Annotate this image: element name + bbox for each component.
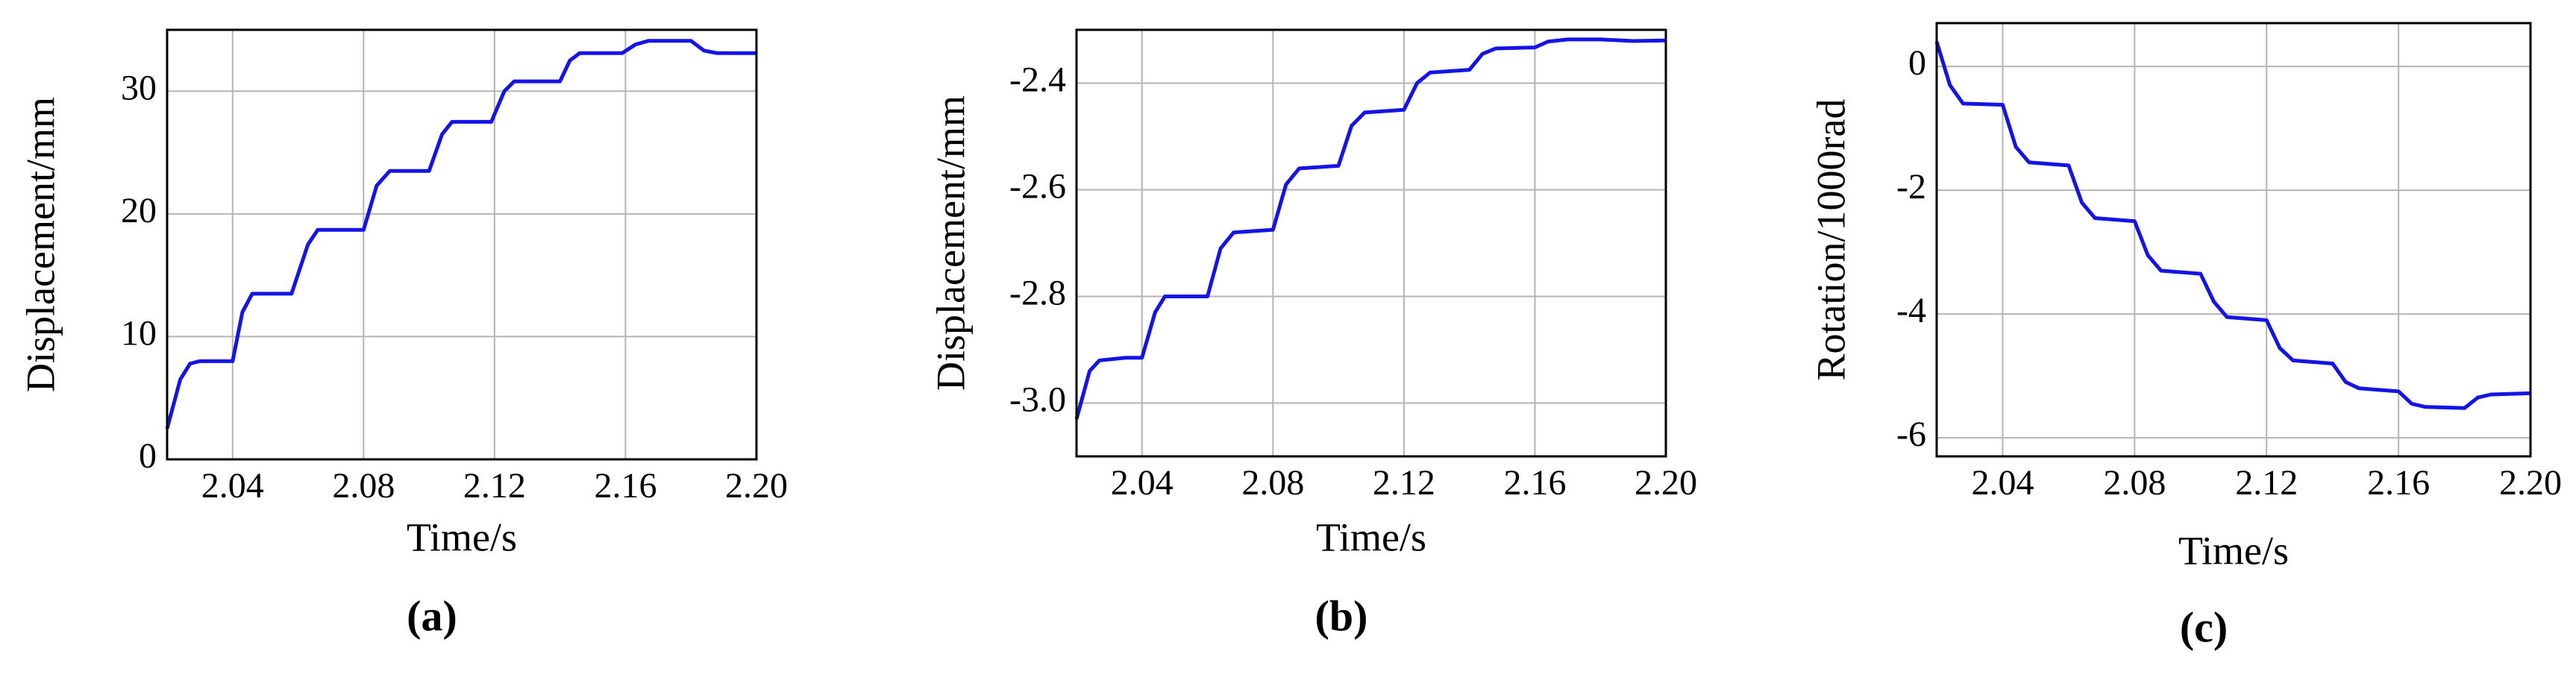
caption: (c) — [2180, 603, 2228, 651]
x-tick-label: 2.04 — [201, 466, 264, 506]
x-axis-label: Time/s — [1316, 515, 1426, 559]
y-tick-label: -6 — [1896, 415, 1926, 454]
y-tick-label: -2.4 — [1009, 60, 1066, 100]
y-tick-label: 20 — [121, 191, 157, 230]
x-tick-label: 2.04 — [1111, 463, 1173, 503]
x-tick-label: 2.12 — [2235, 463, 2298, 503]
x-tick-label: 2.20 — [1635, 463, 1697, 503]
x-tick-label: 2.08 — [2103, 463, 2166, 503]
x-tick-label: 2.16 — [594, 466, 656, 506]
x-tick-label: 2.04 — [1971, 463, 2034, 503]
data-line — [1074, 37, 1667, 420]
caption: (a) — [407, 591, 457, 640]
y-tick-label: 10 — [121, 313, 157, 353]
x-tick-label: 2.12 — [1373, 463, 1435, 503]
y-tick-label: 30 — [121, 68, 157, 107]
plot-frame — [1935, 22, 2532, 458]
x-tick-label: 2.20 — [725, 466, 788, 506]
plot-frame — [166, 28, 758, 461]
x-axis-label: Time/s — [407, 515, 517, 559]
y-tick-label: 0 — [139, 436, 157, 476]
x-tick-label: 2.20 — [2499, 463, 2562, 503]
y-axis-label: Rotation/1000rad — [1808, 99, 1853, 381]
y-tick-label: -3.0 — [1009, 380, 1066, 420]
y-axis-label: Displacement/mm — [18, 97, 63, 392]
data-line — [1934, 41, 2531, 410]
x-tick-label: 2.16 — [2367, 463, 2430, 503]
y-tick-label: -2.8 — [1009, 274, 1066, 313]
x-tick-label: 2.08 — [332, 466, 395, 506]
x-tick-label: 2.12 — [463, 466, 526, 506]
y-tick-label: -2.6 — [1009, 167, 1066, 207]
y-tick-label: -4 — [1896, 291, 1926, 330]
data-line — [165, 39, 756, 430]
plot-frame — [1075, 28, 1667, 458]
x-tick-label: 2.16 — [1503, 463, 1566, 503]
y-tick-label: 0 — [1908, 43, 1926, 83]
caption: (b) — [1315, 591, 1368, 640]
y-axis-label: Displacement/mm — [928, 95, 973, 391]
x-axis-label: Time/s — [2178, 528, 2289, 573]
x-tick-label: 2.08 — [1241, 463, 1304, 503]
y-tick-label: -2 — [1896, 167, 1926, 207]
